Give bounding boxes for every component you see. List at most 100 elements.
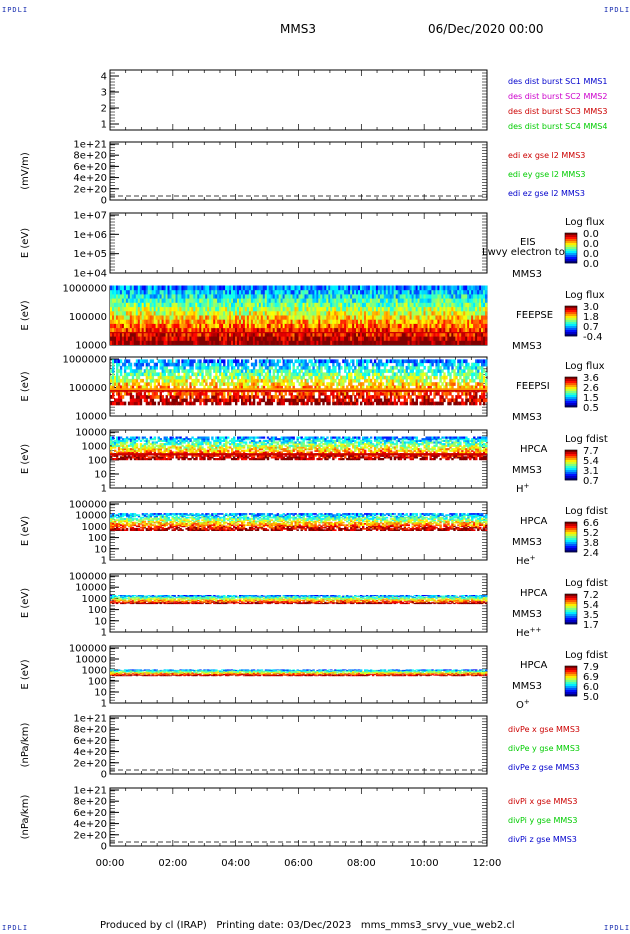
y-tick-label: 1 [101,120,107,131]
corner-label-bottom-right: IPDLI [604,924,630,932]
y-axis-label: E (eV) [20,444,31,474]
spacecraft-label: MMS3 [512,681,542,692]
colorbar-p7 [565,522,577,553]
y-tick-label: 4e+20 [73,819,107,830]
colorbar-p3 [565,233,577,264]
colorbar-tick-label: 1.5 [583,393,599,404]
colorbar-tick-label: 3.1 [583,466,599,477]
colorbar-tick-label: 1.7 [583,620,599,631]
y-tick-label: 6e+20 [73,736,107,747]
y-tick-label: 1e+04 [73,269,107,280]
x-tick-label: 00:00 [96,858,125,869]
x-tick-label: 02:00 [158,858,187,869]
y-tick-label: 8e+20 [73,797,107,808]
y-tick-label: 100000 [69,644,107,655]
y-tick-label: 100 [88,533,107,544]
colorbar-tick-label: 3.0 [583,302,599,313]
colorbar-frame [564,376,578,408]
colorbar-title: Log fdist [565,506,608,517]
legend-entry: des dist burst SC2 MMS2 [508,92,607,101]
panel-frame-p3 [109,212,488,274]
y-axis-label: (nPa/km) [20,795,31,840]
legend-entry: edi ex gse l2 MMS3 [508,151,585,160]
colorbar-tick-label: 7.2 [583,590,599,601]
y-tick-label: 100000 [69,572,107,583]
y-tick-label: 2e+20 [73,830,107,841]
corner-label-top-right: IPDLI [604,6,630,14]
y-tick-label: 100000 [69,500,107,511]
y-tick-label: 1 [101,484,107,495]
colorbar-frame [564,521,578,553]
legend-entry: edi ey gse l2 MMS3 [508,170,586,179]
corner-label-top-left: IPDLI [2,6,29,14]
y-axis-label: E (eV) [20,659,31,689]
instrument-label: FEEPSE [516,310,553,321]
colorbar-p4 [565,306,577,337]
y-tick-label: 1000 [82,594,107,605]
spacecraft-label: MMS3 [512,269,542,280]
spectrogram-p4 [110,285,488,345]
y-tick-label: 1000 [82,442,107,453]
spectrogram-p8 [110,595,488,605]
legend-entry: divPe z gse MMS3 [508,763,579,772]
panel-frame-p2 [109,141,488,201]
y-tick-label: 10 [94,616,107,627]
spectrogram-p9 [110,669,488,677]
y-tick-label: 100 [88,605,107,616]
spectrogram-band [110,388,487,391]
y-tick-label: 1e+06 [73,230,107,241]
spectrogram-p7 [110,513,488,531]
y-axis-label: E (eV) [20,228,31,258]
y-tick-label: 100000 [69,383,107,394]
y-tick-label: 8e+20 [73,151,107,162]
y-tick-label: 1 [101,699,107,710]
y-tick-label: 1e+07 [73,211,107,222]
spectrogram-band [110,390,487,392]
colorbar-title: Log flux [565,217,605,228]
colorbar-p5 [565,377,577,408]
x-tick-label: 04:00 [221,858,250,869]
colorbar-p6 [565,450,577,481]
colorbar-tick-label: 7.9 [583,662,599,673]
y-axis-label: E (eV) [20,588,31,618]
colorbar-tick-label: 3.6 [583,373,599,384]
y-tick-label: 10000 [75,428,107,439]
colorbar-tick-label: 0.0 [583,229,599,240]
colorbar-p8 [565,594,577,625]
colorbar-tick-label: 5.4 [583,600,599,611]
instrument-label: HPCA [520,444,548,455]
legend-entry: edi ez gse l2 MMS3 [508,189,585,198]
colorbar-tick-label: 2.4 [583,548,599,559]
colorbar-tick-label: 0.0 [583,239,599,250]
y-tick-label: 1000000 [62,284,107,295]
y-tick-label: 2 [101,104,107,115]
spacecraft-label: MMS3 [512,412,542,423]
ion-species-label: H+ [516,482,530,495]
header-date: 06/Dec/2020 00:00 [428,22,544,36]
colorbar-tick-label: 3.8 [583,538,599,549]
colorbar-tick-label: 5.4 [583,456,599,467]
y-tick-label: 4 [101,72,107,83]
instrument-label: HPCA [520,660,548,671]
y-tick-label: 10000 [75,655,107,666]
ion-species-label: O+ [516,698,530,711]
y-tick-label: 100000 [69,312,107,323]
colorbar-title: Log fdist [565,434,608,445]
y-tick-label: 0 [101,842,107,853]
colorbar-frame [564,232,578,264]
spectrogram-p5 [110,359,488,406]
panel-frame-p10 [109,715,488,775]
x-tick-label: 12:00 [473,858,502,869]
colorbar-tick-label: 7.7 [583,446,599,457]
legend-entry: des dist burst SC4 MMS4 [508,122,607,131]
colorbar-tick-label: 2.6 [583,383,599,394]
y-tick-label: 4e+20 [73,173,107,184]
colorbar-tick-label: 3.5 [583,610,599,621]
spacecraft-label: MMS3 [512,465,542,476]
y-tick-label: 4e+20 [73,747,107,758]
y-axis-label: E (eV) [20,371,31,401]
colorbar-tick-label: 0.7 [583,322,599,333]
footer-credit: Produced by cl (IRAP) Printing date: 03/… [100,920,515,931]
y-tick-label: 10 [94,544,107,555]
colorbar-frame [564,593,578,625]
